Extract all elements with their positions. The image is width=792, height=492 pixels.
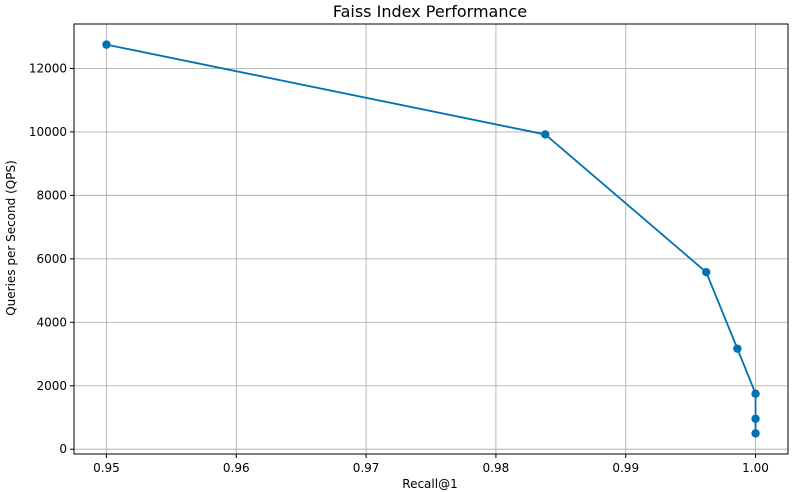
grid xyxy=(74,24,788,454)
series-line xyxy=(106,43,757,434)
y-tick-label: 6000 xyxy=(36,252,67,266)
x-axis-label: Recall@1 xyxy=(402,477,457,491)
y-tick-label: 2000 xyxy=(36,379,67,393)
x-tick-label: 1.00 xyxy=(742,461,769,475)
y-tick-label: 4000 xyxy=(36,315,67,329)
chart-title: Faiss Index Performance xyxy=(333,2,527,21)
y-axis-label: Queries per Second (QPS) xyxy=(4,160,18,316)
x-axis-ticks: 0.95 0.96 0.97 0.98 0.99 1.00 xyxy=(93,454,769,475)
data-point xyxy=(751,389,760,398)
data-point xyxy=(751,414,760,423)
data-point xyxy=(541,130,550,139)
y-tick-label: 12000 xyxy=(29,61,67,75)
plot-area-frame xyxy=(73,23,789,455)
x-tick-label: 0.99 xyxy=(612,461,639,475)
x-tick-label: 0.98 xyxy=(483,461,510,475)
y-tick-label: 0 xyxy=(59,442,67,456)
x-tick-label: 0.96 xyxy=(223,461,250,475)
series-layer xyxy=(102,40,760,438)
x-tick-label: 0.95 xyxy=(93,461,120,475)
y-tick-label: 10000 xyxy=(29,125,67,139)
x-tick-label: 0.97 xyxy=(353,461,380,475)
y-tick-label: 8000 xyxy=(36,188,67,202)
y-axis-ticks: 0 2000 4000 6000 8000 10000 12000 xyxy=(29,61,74,456)
data-point xyxy=(751,429,760,438)
data-point xyxy=(102,40,111,49)
data-point xyxy=(733,344,742,353)
data-point xyxy=(702,267,711,277)
